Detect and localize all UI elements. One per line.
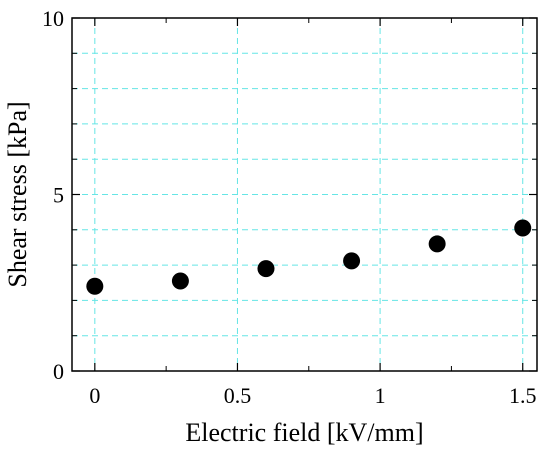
x-tick-label: 1	[375, 383, 386, 408]
x-axis-label: Electric field [kV/mm]	[185, 418, 423, 447]
y-tick-label: 5	[53, 183, 64, 208]
grid-layer	[72, 17, 537, 372]
data-point	[86, 277, 104, 295]
y-axis-label: Shear stress [kPa]	[3, 101, 32, 287]
y-tick-label: 0	[53, 359, 64, 384]
x-tick-label: 0	[89, 383, 100, 408]
x-tick-labels: 0 0.5 1 1.5	[89, 383, 536, 408]
data-point	[171, 272, 189, 290]
x-tick-label: 0.5	[224, 383, 252, 408]
data-point	[257, 260, 275, 278]
y-tick-label: 10	[42, 6, 64, 31]
data-point	[514, 219, 532, 237]
x-tick-label: 1.5	[509, 383, 537, 408]
points-layer	[86, 219, 532, 295]
data-point	[428, 235, 446, 253]
y-tick-labels: 0 5 10	[42, 6, 64, 384]
data-point	[343, 252, 361, 270]
plot-frame	[71, 17, 538, 372]
